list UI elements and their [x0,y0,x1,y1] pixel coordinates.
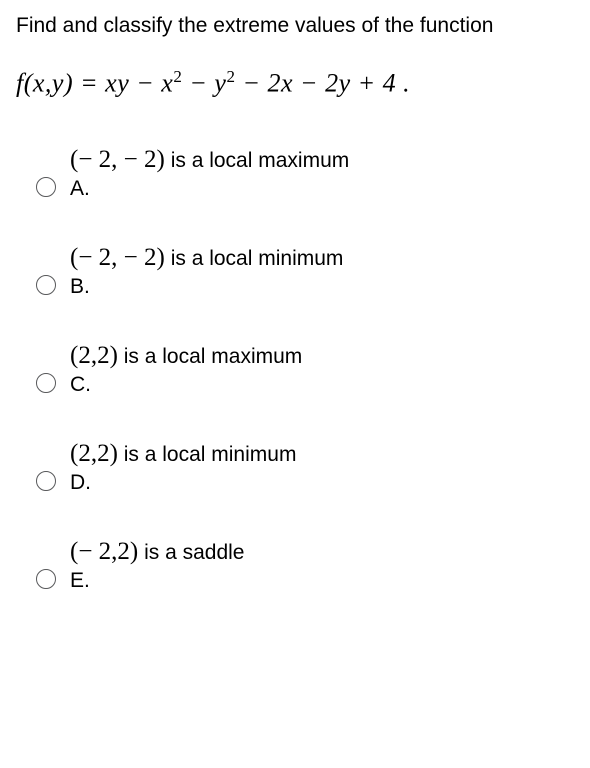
option-body: (2,2) is a local maximum C. [70,341,302,397]
option-body: (− 2,2) is a saddle E. [70,537,244,593]
option-letter: C. [70,373,302,397]
option-point: (− 2, − 2) [70,146,165,173]
radio-icon[interactable] [36,177,56,197]
option-content: (− 2, − 2) is a local minimum [70,243,343,273]
option-content: (− 2, − 2) is a local maximum [70,145,349,175]
question-text: Find and classify the extreme values of … [16,12,574,39]
option-body: (2,2) is a local minimum D. [70,439,296,495]
option-content: (2,2) is a local minimum [70,439,296,469]
option-point: (2,2) [70,342,118,369]
option-desc: is a local minimum [118,443,297,466]
option-body: (− 2, − 2) is a local maximum A. [70,145,349,201]
option-point: (− 2, − 2) [70,244,165,271]
option-content: (2,2) is a local maximum [70,341,302,371]
option-e[interactable]: (− 2,2) is a saddle E. [36,533,574,593]
option-c[interactable]: (2,2) is a local maximum C. [36,337,574,397]
option-point: (2,2) [70,440,118,467]
radio-icon[interactable] [36,373,56,393]
radio-icon[interactable] [36,275,56,295]
option-content: (− 2,2) is a saddle [70,537,244,567]
radio-icon[interactable] [36,471,56,491]
option-desc: is a local minimum [165,247,344,270]
option-desc: is a saddle [138,541,244,564]
option-body: (− 2, − 2) is a local minimum B. [70,243,343,299]
option-letter: B. [70,275,343,299]
option-a[interactable]: (− 2, − 2) is a local maximum A. [36,141,574,201]
options-container: (− 2, − 2) is a local maximum A. (− 2, −… [16,141,574,593]
radio-icon[interactable] [36,569,56,589]
option-letter: E. [70,569,244,593]
option-letter: A. [70,177,349,201]
option-point: (− 2,2) [70,538,138,565]
option-desc: is a local maximum [118,345,302,368]
function-equation: f(x,y) = xy − x2 − y2 − 2x − 2y + 4 . [16,67,574,99]
option-d[interactable]: (2,2) is a local minimum D. [36,435,574,495]
option-letter: D. [70,471,296,495]
option-b[interactable]: (− 2, − 2) is a local minimum B. [36,239,574,299]
option-desc: is a local maximum [165,149,349,172]
